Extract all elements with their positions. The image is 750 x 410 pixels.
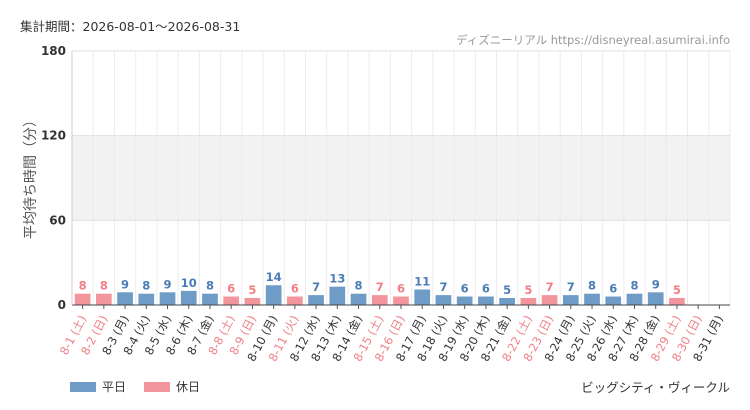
bar-4: [138, 293, 155, 305]
weekday-swatch: [70, 381, 96, 392]
bar-12: [308, 295, 324, 305]
value-label: 6: [227, 282, 235, 296]
value-label: 8: [100, 279, 108, 293]
value-label: 5: [248, 283, 256, 297]
value-label: 8: [142, 279, 150, 293]
value-label: 9: [652, 277, 660, 291]
value-label: 6: [397, 282, 405, 296]
legend-item-weekday: 平日: [70, 378, 126, 395]
bar-18: [435, 295, 452, 305]
y-tick-label: 60: [49, 213, 66, 227]
shaded-band-layer: [72, 135, 730, 221]
bar-7: [202, 293, 218, 305]
y-tick-label: 120: [41, 129, 66, 143]
value-label: 10: [181, 276, 197, 290]
bar-16: [393, 296, 409, 305]
value-label: 8: [355, 279, 363, 293]
legend: 平日 休日: [70, 378, 200, 395]
bar-9: [244, 297, 261, 305]
value-label: 7: [546, 280, 554, 294]
value-label: 6: [461, 282, 469, 296]
bar-17: [414, 289, 431, 305]
legend-item-holiday: 休日: [144, 378, 200, 395]
value-label: 7: [376, 280, 384, 294]
value-label: 11: [414, 274, 430, 288]
bar-19: [456, 296, 473, 305]
value-label: 8: [588, 279, 596, 293]
bar-29: [669, 297, 685, 305]
bar-23: [541, 295, 558, 305]
y-tick-label: 180: [41, 44, 66, 58]
holiday-swatch: [144, 381, 171, 392]
collection-period: 集計期間：2026-08-01～2026-08-31: [20, 19, 241, 34]
bar-11: [287, 296, 303, 305]
bar-6: [180, 290, 197, 305]
bar-10: [265, 285, 282, 305]
value-label: 6: [291, 282, 299, 296]
bar-layer: [74, 285, 685, 305]
legend-weekday-label: 平日: [102, 380, 127, 394]
bar-25: [584, 293, 600, 305]
value-label: 9: [121, 277, 129, 291]
bar-26: [605, 296, 622, 305]
band-60-120: [72, 135, 730, 221]
attraction-name: ビッグシティ・ヴィークル: [581, 380, 730, 395]
bar-13: [329, 286, 346, 305]
value-label: 8: [206, 279, 214, 293]
value-label: 7: [312, 280, 320, 294]
bar-24: [562, 295, 579, 305]
bar-8: [223, 296, 240, 305]
bar-21: [499, 297, 515, 305]
value-label: 6: [482, 282, 490, 296]
bar-5: [159, 292, 176, 305]
value-label: 5: [524, 283, 532, 297]
value-label: 13: [329, 272, 345, 286]
value-label: 7: [567, 280, 575, 294]
value-label: 5: [503, 283, 511, 297]
bar-14: [350, 293, 367, 305]
legend-holiday-label: 休日: [176, 380, 201, 394]
bar-22: [520, 297, 537, 305]
value-label: 8: [630, 279, 638, 293]
value-label: 6: [609, 282, 617, 296]
bar-28: [647, 292, 664, 305]
bar-20: [478, 296, 494, 305]
bar-2: [95, 293, 112, 305]
value-label: 9: [164, 277, 172, 291]
source-credit: ディズニーリアル https://disneyreal.asumirai.inf…: [456, 33, 730, 47]
bar-3: [117, 292, 133, 305]
bar-27: [626, 293, 643, 305]
bar-15: [371, 295, 388, 305]
y-tick-label: 0: [58, 298, 66, 312]
grid-layer: [71, 50, 731, 306]
value-label: 8: [79, 279, 87, 293]
value-label: 7: [439, 280, 447, 294]
bar-1: [74, 293, 91, 305]
value-label: 14: [266, 270, 282, 284]
value-label: 5: [673, 283, 681, 297]
